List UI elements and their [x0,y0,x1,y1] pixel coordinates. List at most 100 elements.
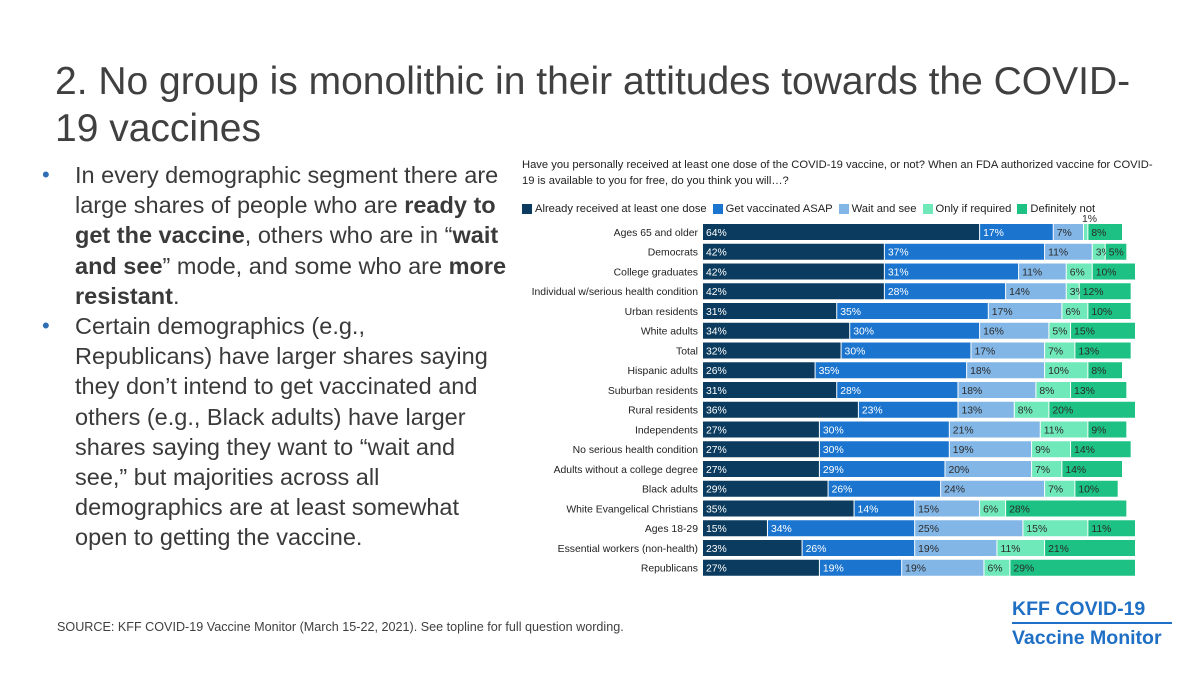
legend-label: Already received at least one dose [535,203,707,215]
bullet-text: ” mode, and some who are [162,252,449,279]
bar-value-label: 16% [983,327,1004,338]
bar-segment [837,382,958,398]
bar-value-label: 30% [823,425,844,436]
bar-value-label: 8% [1039,386,1054,397]
bar-value-label: 18% [961,386,982,397]
bar-value-label: 21% [953,425,974,436]
bar-value-label: 9% [1091,425,1106,436]
bar-value-label: 7% [1035,465,1050,476]
bullet-text: , others who are in “ [244,222,453,249]
legend-swatch [922,204,933,214]
bar-value-label: 13% [961,406,982,417]
category-label: Suburban residents [608,386,698,397]
bar-segment [980,322,1049,339]
bar-value-label: 14% [1065,465,1086,476]
category-label: White adults [641,327,698,338]
bullet-text: In every demographic segment there are l… [75,162,499,219]
category-label: Republicans [641,564,698,575]
bar-segment [1071,382,1127,398]
bar-value-label: 25% [918,524,939,535]
bar-segment [703,441,819,458]
bar-segment [949,421,1040,438]
bar-value-label: 7% [1048,346,1063,357]
bar-value-label: 42% [706,248,727,259]
category-label: Essential workers (non-health) [558,544,698,555]
bar-value-label: 8% [1091,366,1106,377]
category-label: Urban residents [625,307,698,318]
bar-value-label: 34% [771,524,792,535]
legend-item: Wait and see [838,203,917,215]
bar-segment [967,362,1045,379]
bar-segment [1084,224,1088,240]
bar-value-label: 30% [845,346,866,357]
bar-segment [1088,303,1131,319]
bar-segment [703,421,819,438]
bar-value-label: 31% [706,386,727,397]
bar-value-label: 19% [823,564,844,575]
bar-segment [941,480,1045,497]
logo-line-1: KFF COVID-19 [1012,598,1146,620]
bar-value-label: 19% [918,544,939,555]
bar-value-label: 27% [706,465,727,476]
bar-value-label: 11% [1048,248,1068,259]
bar-segment [819,461,945,477]
bar-value-label: 34% [706,327,727,338]
bar-segment [1045,540,1135,556]
category-label: Rural residents [628,406,698,417]
category-label: No serious health condition [573,445,699,456]
bar-segment [958,401,1014,418]
legend-label: Get vaccinated ASAP [725,203,833,215]
category-label: College graduates [614,267,698,278]
bar-value-label: 28% [1009,504,1030,515]
bar-value-label: 7% [1048,485,1063,496]
bar-value-label: 10% [1048,366,1069,377]
bar-value-label: 42% [706,267,727,278]
bar-value-label: 15% [1026,524,1047,535]
bar-value-label: 19% [953,445,974,456]
bar-segment [1023,520,1088,537]
bar-segment [703,500,854,517]
legend-label: Only if required [935,203,1012,215]
bullet-text: . [172,282,180,309]
bar-segment [1045,362,1088,379]
bar-segment [980,224,1053,240]
bar-value-label: 20% [948,465,969,476]
bar-value-label: 17% [983,228,1004,239]
bar-segment [802,540,915,556]
category-label: Hispanic adults [628,366,698,377]
category-label: Total [676,346,698,357]
bar-segment [902,559,984,576]
bar-value-label: 28% [840,386,861,397]
bar-value-label: 21% [1048,544,1069,555]
bar-segment [1066,283,1079,300]
bar-segment [1088,224,1123,240]
bullet-dot: • [42,162,50,187]
legend-swatch [712,204,723,214]
bar-segment [815,362,967,379]
bar-value-label: 37% [888,248,909,259]
bar-segment [915,500,980,517]
bar-segment [1071,441,1131,458]
bar-value-label: 14% [1009,287,1030,298]
bar-value-label: 10% [1078,485,1099,496]
bar-value-label: 13% [1078,346,1099,357]
bar-segment [854,500,915,517]
bar-value-label: 9% [1035,445,1050,456]
bar-value-label: 23% [706,544,727,555]
bar-value-label: 11% [1091,524,1111,535]
bar-segment [819,559,902,576]
legend-item: Get vaccinated ASAP [712,203,833,215]
bar-segment [703,243,884,260]
bar-value-label: 27% [706,564,727,575]
bullet-item: • Certain demographics (e.g., Republicans… [38,311,508,553]
bar-segment [1032,441,1071,458]
logo-line-2: Vaccine Monitor [1012,622,1172,651]
bar-segment [884,243,1045,260]
bar-value-label: 18% [970,366,991,377]
bar-value-label: 26% [806,544,827,555]
bar-value-label: 32% [706,346,727,357]
bar-segment [703,480,828,497]
bar-segment [703,559,819,576]
bar-segment [703,540,802,556]
bar-segment [1045,243,1092,260]
